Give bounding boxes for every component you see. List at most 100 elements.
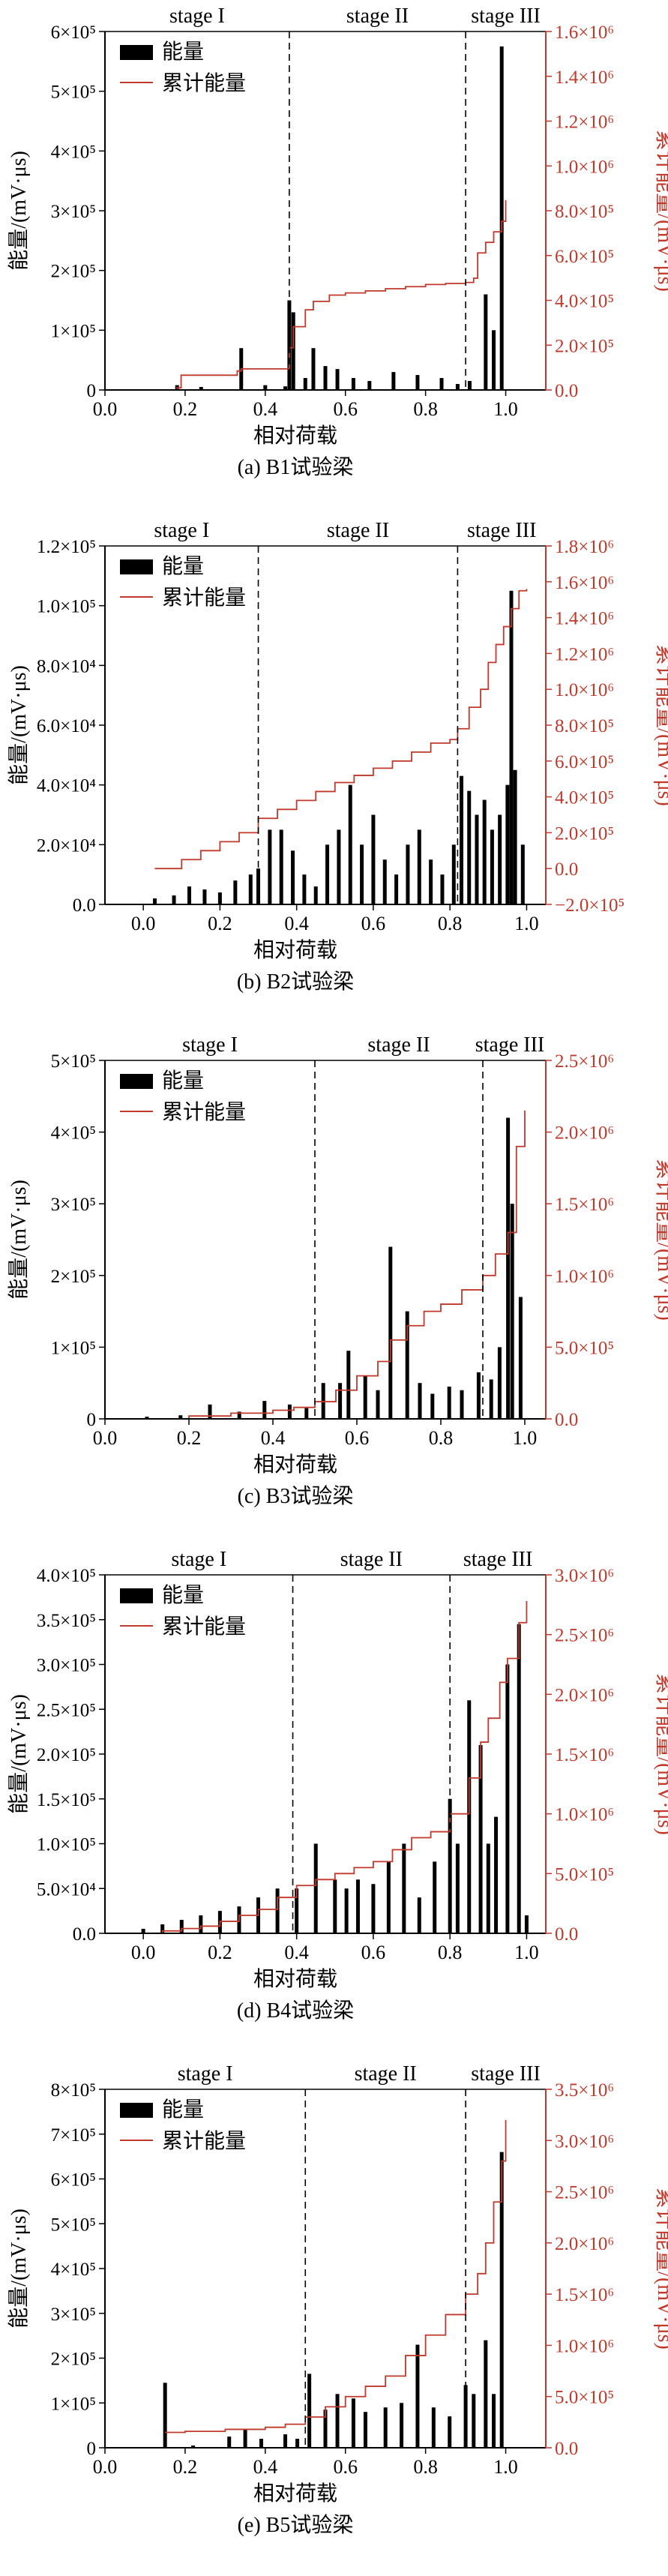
x-tick-label: 0.2 bbox=[177, 1427, 202, 1449]
x-axis-label: 相对荷载 bbox=[253, 1967, 337, 1991]
energy-bar bbox=[268, 829, 272, 904]
energy-bar bbox=[287, 300, 292, 390]
energy-bar bbox=[283, 386, 288, 390]
legend-cumulative: 累计能量 bbox=[162, 71, 246, 95]
stage-label: stage I bbox=[169, 4, 225, 28]
y-tick-label: 5×10⁵ bbox=[51, 1051, 96, 1072]
x-tick-label: 0.6 bbox=[333, 398, 358, 420]
y-tick-label: 2.0×10⁴ bbox=[37, 835, 96, 856]
y2-tick-label: 2.0×10⁵ bbox=[555, 823, 614, 844]
energy-bar bbox=[172, 895, 176, 904]
x-tick-label: 0.4 bbox=[261, 1427, 286, 1449]
energy-bar bbox=[295, 1888, 299, 1933]
energy-bar bbox=[323, 366, 328, 390]
y-axis-label: 能量/(mV·μs) bbox=[7, 665, 31, 785]
energy-bar bbox=[391, 372, 396, 390]
y2-tick-label: 2.0×10⁶ bbox=[555, 2234, 614, 2254]
legend-energy: 能量 bbox=[162, 2098, 204, 2122]
y2-tick-label: 8.0×10⁵ bbox=[555, 716, 614, 736]
energy-bar bbox=[243, 2430, 247, 2448]
stage-label: stage I bbox=[171, 1548, 226, 1571]
stage-label: stage II bbox=[367, 1033, 430, 1057]
stage-label: stage II bbox=[346, 4, 409, 28]
energy-bar bbox=[291, 312, 295, 390]
y2-tick-label: 2.5×10⁶ bbox=[555, 2183, 614, 2203]
y2-tick-label: 1.0×10⁶ bbox=[555, 1805, 614, 1825]
y-tick-label: 6×10⁵ bbox=[51, 2170, 96, 2191]
y2-axis-label: 累计能量/(mV·μs) bbox=[653, 2188, 668, 2350]
y-tick-label: 2×10⁵ bbox=[51, 2350, 96, 2370]
y2-tick-label: 5.0×10⁵ bbox=[555, 2388, 614, 2408]
energy-bar bbox=[248, 874, 253, 904]
energy-bar bbox=[233, 880, 238, 904]
energy-bar bbox=[208, 1404, 212, 1419]
energy-bar bbox=[367, 381, 372, 390]
energy-bar bbox=[323, 2410, 328, 2448]
energy-bar bbox=[279, 829, 283, 904]
y-tick-label: 2.5×10⁵ bbox=[37, 1700, 96, 1720]
energy-bar bbox=[455, 384, 460, 390]
chart-panel-2: stage I stage II stage III 0.0 0.2 0.4 0.6 0.8 1… bbox=[0, 514, 668, 1029]
energy-bar bbox=[524, 1915, 529, 1933]
y2-tick-label: 0.0 bbox=[555, 1924, 578, 1945]
stage-label: stage II bbox=[355, 2062, 417, 2086]
x-tick-label: 0.0 bbox=[93, 1427, 118, 1449]
y2-tick-label: 1.6×10⁶ bbox=[555, 22, 614, 43]
energy-bar bbox=[484, 294, 488, 390]
x-tick-label: 0.6 bbox=[333, 2456, 358, 2478]
energy-bar bbox=[520, 844, 525, 904]
energy-bar bbox=[499, 46, 504, 391]
energy-bar bbox=[382, 859, 387, 904]
y-tick-label: 2×10⁵ bbox=[51, 1267, 96, 1287]
x-tick-label: 1.0 bbox=[514, 1942, 539, 1963]
y-tick-label: 3.5×10⁵ bbox=[37, 1611, 96, 1631]
y2-tick-label: 3.0×10⁶ bbox=[555, 2131, 614, 2152]
energy-bar bbox=[429, 859, 433, 904]
energy-bar bbox=[472, 2394, 476, 2448]
x-tick-label: 0.4 bbox=[284, 913, 309, 934]
energy-bar bbox=[394, 874, 399, 904]
y2-tick-label: 2.0×10⁶ bbox=[555, 1123, 614, 1144]
energy-bar bbox=[376, 1390, 380, 1419]
y2-tick-label: 5.0×10⁵ bbox=[555, 1338, 614, 1358]
energy-bar bbox=[405, 1311, 409, 1419]
y2-tick-label: 0.0 bbox=[555, 859, 578, 880]
energy-bar bbox=[237, 1411, 241, 1419]
energy-bar bbox=[371, 814, 376, 904]
chart-caption: (a) B1试验梁 bbox=[238, 455, 354, 479]
y-tick-label: 4.0×10⁵ bbox=[37, 1566, 96, 1586]
energy-bar bbox=[262, 1401, 267, 1419]
y2-tick-label: 8.0×10⁵ bbox=[555, 202, 614, 222]
y-tick-label: 3×10⁵ bbox=[51, 2305, 96, 2325]
y2-tick-label: 2.5×10⁶ bbox=[555, 1051, 614, 1072]
energy-bar bbox=[455, 1843, 460, 1933]
y2-tick-label: 3.0×10⁶ bbox=[555, 1566, 614, 1586]
y2-tick-label: 5.0×10⁵ bbox=[555, 1864, 614, 1885]
energy-bar bbox=[363, 2412, 367, 2448]
x-axis-label: 相对荷载 bbox=[253, 1453, 337, 1477]
x-tick-label: 0.0 bbox=[93, 398, 118, 420]
energy-bar bbox=[439, 378, 444, 390]
y2-tick-label: 2.0×10⁵ bbox=[555, 336, 614, 356]
y-tick-label: 1.2×10⁵ bbox=[37, 537, 96, 557]
energy-bar bbox=[338, 1383, 343, 1419]
energy-bar bbox=[275, 1888, 280, 1933]
chart-caption: (d) B4试验梁 bbox=[237, 1999, 354, 2023]
y2-tick-label: 2.0×10⁶ bbox=[555, 1685, 614, 1705]
stage-label: stage III bbox=[471, 2062, 541, 2086]
y2-tick-label: 3.5×10⁶ bbox=[555, 2080, 614, 2101]
energy-bar bbox=[486, 1843, 490, 1933]
x-tick-label: 0.2 bbox=[208, 1942, 232, 1963]
y2-tick-label: 1.0×10⁶ bbox=[555, 157, 614, 177]
energy-bar bbox=[415, 375, 420, 390]
energy-bar bbox=[447, 1386, 451, 1419]
energy-bar bbox=[518, 1297, 523, 1419]
y2-tick-label: 0.0 bbox=[555, 2439, 578, 2459]
energy-bar bbox=[348, 784, 352, 904]
energy-bar bbox=[191, 2446, 196, 2448]
x-tick-label: 0.6 bbox=[345, 1427, 370, 1449]
y2-tick-label: 1.6×10⁶ bbox=[555, 573, 614, 593]
energy-bar bbox=[448, 1798, 452, 1933]
y2-tick-label: −2.0×10⁵ bbox=[555, 895, 625, 916]
stage-label: stage III bbox=[471, 4, 541, 28]
